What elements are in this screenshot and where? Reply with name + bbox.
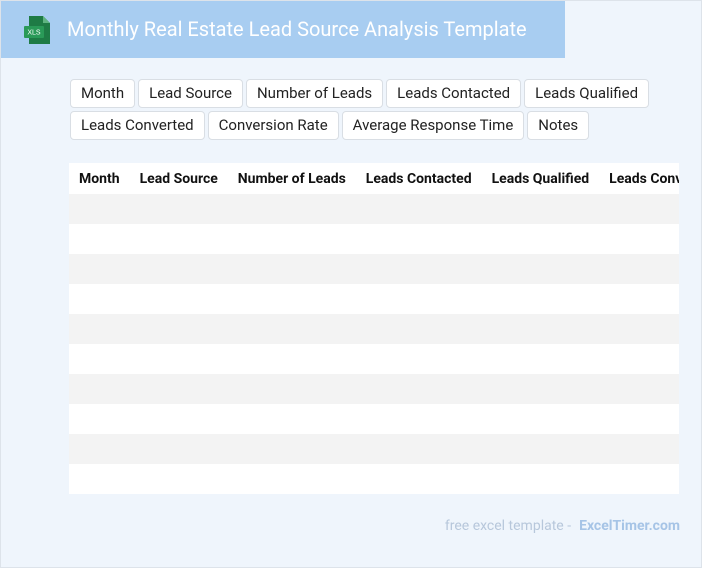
column-header: Number of Leads xyxy=(227,163,356,194)
tag-list: Month Lead Source Number of Leads Leads Con… xyxy=(70,79,670,140)
tag[interactable]: Average Response Time xyxy=(341,111,525,140)
tag[interactable]: Notes xyxy=(527,111,590,140)
table-row xyxy=(69,284,679,314)
table-row xyxy=(69,404,679,434)
column-header: Leads Converted xyxy=(599,163,679,194)
table-row xyxy=(69,194,679,224)
column-header: Leads Qualified xyxy=(481,163,600,194)
table-row xyxy=(69,224,679,254)
table: Month Lead Source Number of Leads Leads Con… xyxy=(69,163,679,194)
header: XLS Monthly Real Estate Lead Source Anal… xyxy=(1,1,565,58)
header-row: Month Lead Source Number of Leads Leads Con… xyxy=(69,163,679,194)
icon-label: XLS xyxy=(27,29,41,36)
tag[interactable]: Leads Qualified xyxy=(524,79,650,108)
page-title: Monthly Real Estate Lead Source Analysis… xyxy=(67,17,527,41)
footer: free excel template - ExcelTimer.com xyxy=(445,518,680,534)
table-row xyxy=(69,314,679,344)
table-body xyxy=(69,194,679,494)
table-row xyxy=(69,374,679,404)
tag[interactable]: Conversion Rate xyxy=(207,111,339,140)
table-row xyxy=(69,434,679,464)
table-row xyxy=(69,344,679,374)
footer-text: free excel template - xyxy=(444,518,572,534)
table-row xyxy=(69,464,679,494)
column-header: Lead Source xyxy=(129,163,228,194)
xls-icon: XLS xyxy=(24,16,50,44)
tag[interactable]: Leads Contacted xyxy=(386,79,522,108)
tag[interactable]: Leads Converted xyxy=(70,111,205,140)
tag[interactable]: Lead Source xyxy=(138,79,243,108)
footer-link[interactable]: ExcelTimer.com xyxy=(579,518,680,534)
column-header: Month xyxy=(69,163,130,194)
column-header: Leads Contacted xyxy=(355,163,482,194)
table-row xyxy=(69,254,679,284)
tag[interactable]: Number of Leads xyxy=(245,79,384,108)
table-grid: Month Lead Source Number of Leads Leads Con… xyxy=(69,163,679,194)
tag[interactable]: Month xyxy=(70,79,136,108)
